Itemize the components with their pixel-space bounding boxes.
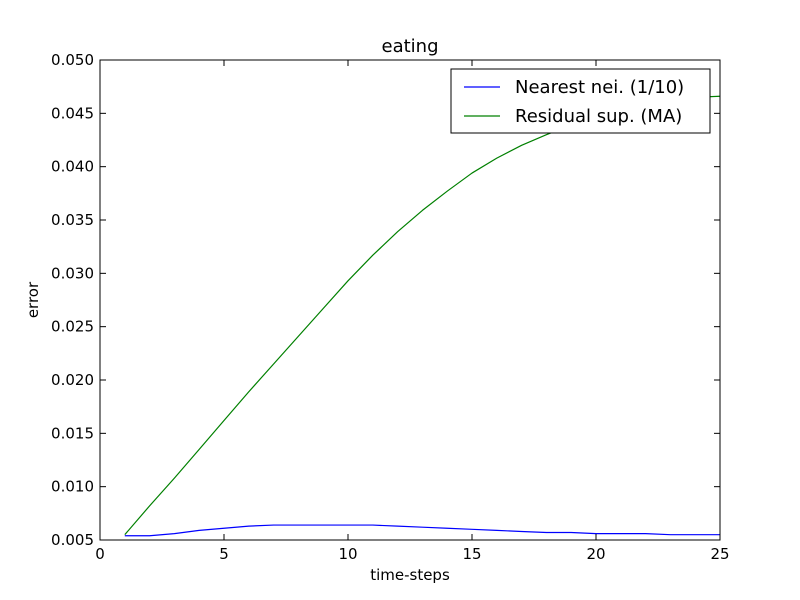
chart-title: eating xyxy=(382,36,439,57)
y-tick-label: 0.035 xyxy=(51,211,94,229)
ticks-layer: 0 5 10 15 20 25 0.005 0.010 0.015 0.020 0.025 0.030… xyxy=(51,51,730,563)
y-tick-label: 0.050 xyxy=(51,51,94,69)
legend: Nearest nei. (1/10) Residual sup. (MA) xyxy=(450,68,711,134)
y-tick-label: 0.025 xyxy=(51,318,94,336)
x-tick-label: 20 xyxy=(586,545,605,563)
legend-box xyxy=(450,68,711,134)
x-axis-label: time-steps xyxy=(370,566,450,584)
y-tick-label: 0.005 xyxy=(51,531,94,549)
x-tick-label: 25 xyxy=(710,545,729,563)
series-line-1 xyxy=(124,524,720,537)
plot-frame xyxy=(99,59,721,541)
y-tick-label: 0.040 xyxy=(51,158,94,176)
y-tick-label: 0.030 xyxy=(51,264,94,282)
x-tick-label: 10 xyxy=(338,545,357,563)
y-axis-label: error xyxy=(24,281,42,318)
y-tick-label: 0.010 xyxy=(51,478,94,496)
y-tick-label: 0.015 xyxy=(51,424,94,442)
y-tick-label: 0.020 xyxy=(51,371,94,389)
x-tick-label: 0 xyxy=(95,545,105,563)
legend-label-2: Residual sup. (MA) xyxy=(515,106,682,127)
x-tick-label: 15 xyxy=(462,545,481,563)
x-tick-label: 5 xyxy=(219,545,229,563)
legend-label-1: Nearest nei. (1/10) xyxy=(515,77,684,98)
y-tick-label: 0.045 xyxy=(51,104,94,122)
